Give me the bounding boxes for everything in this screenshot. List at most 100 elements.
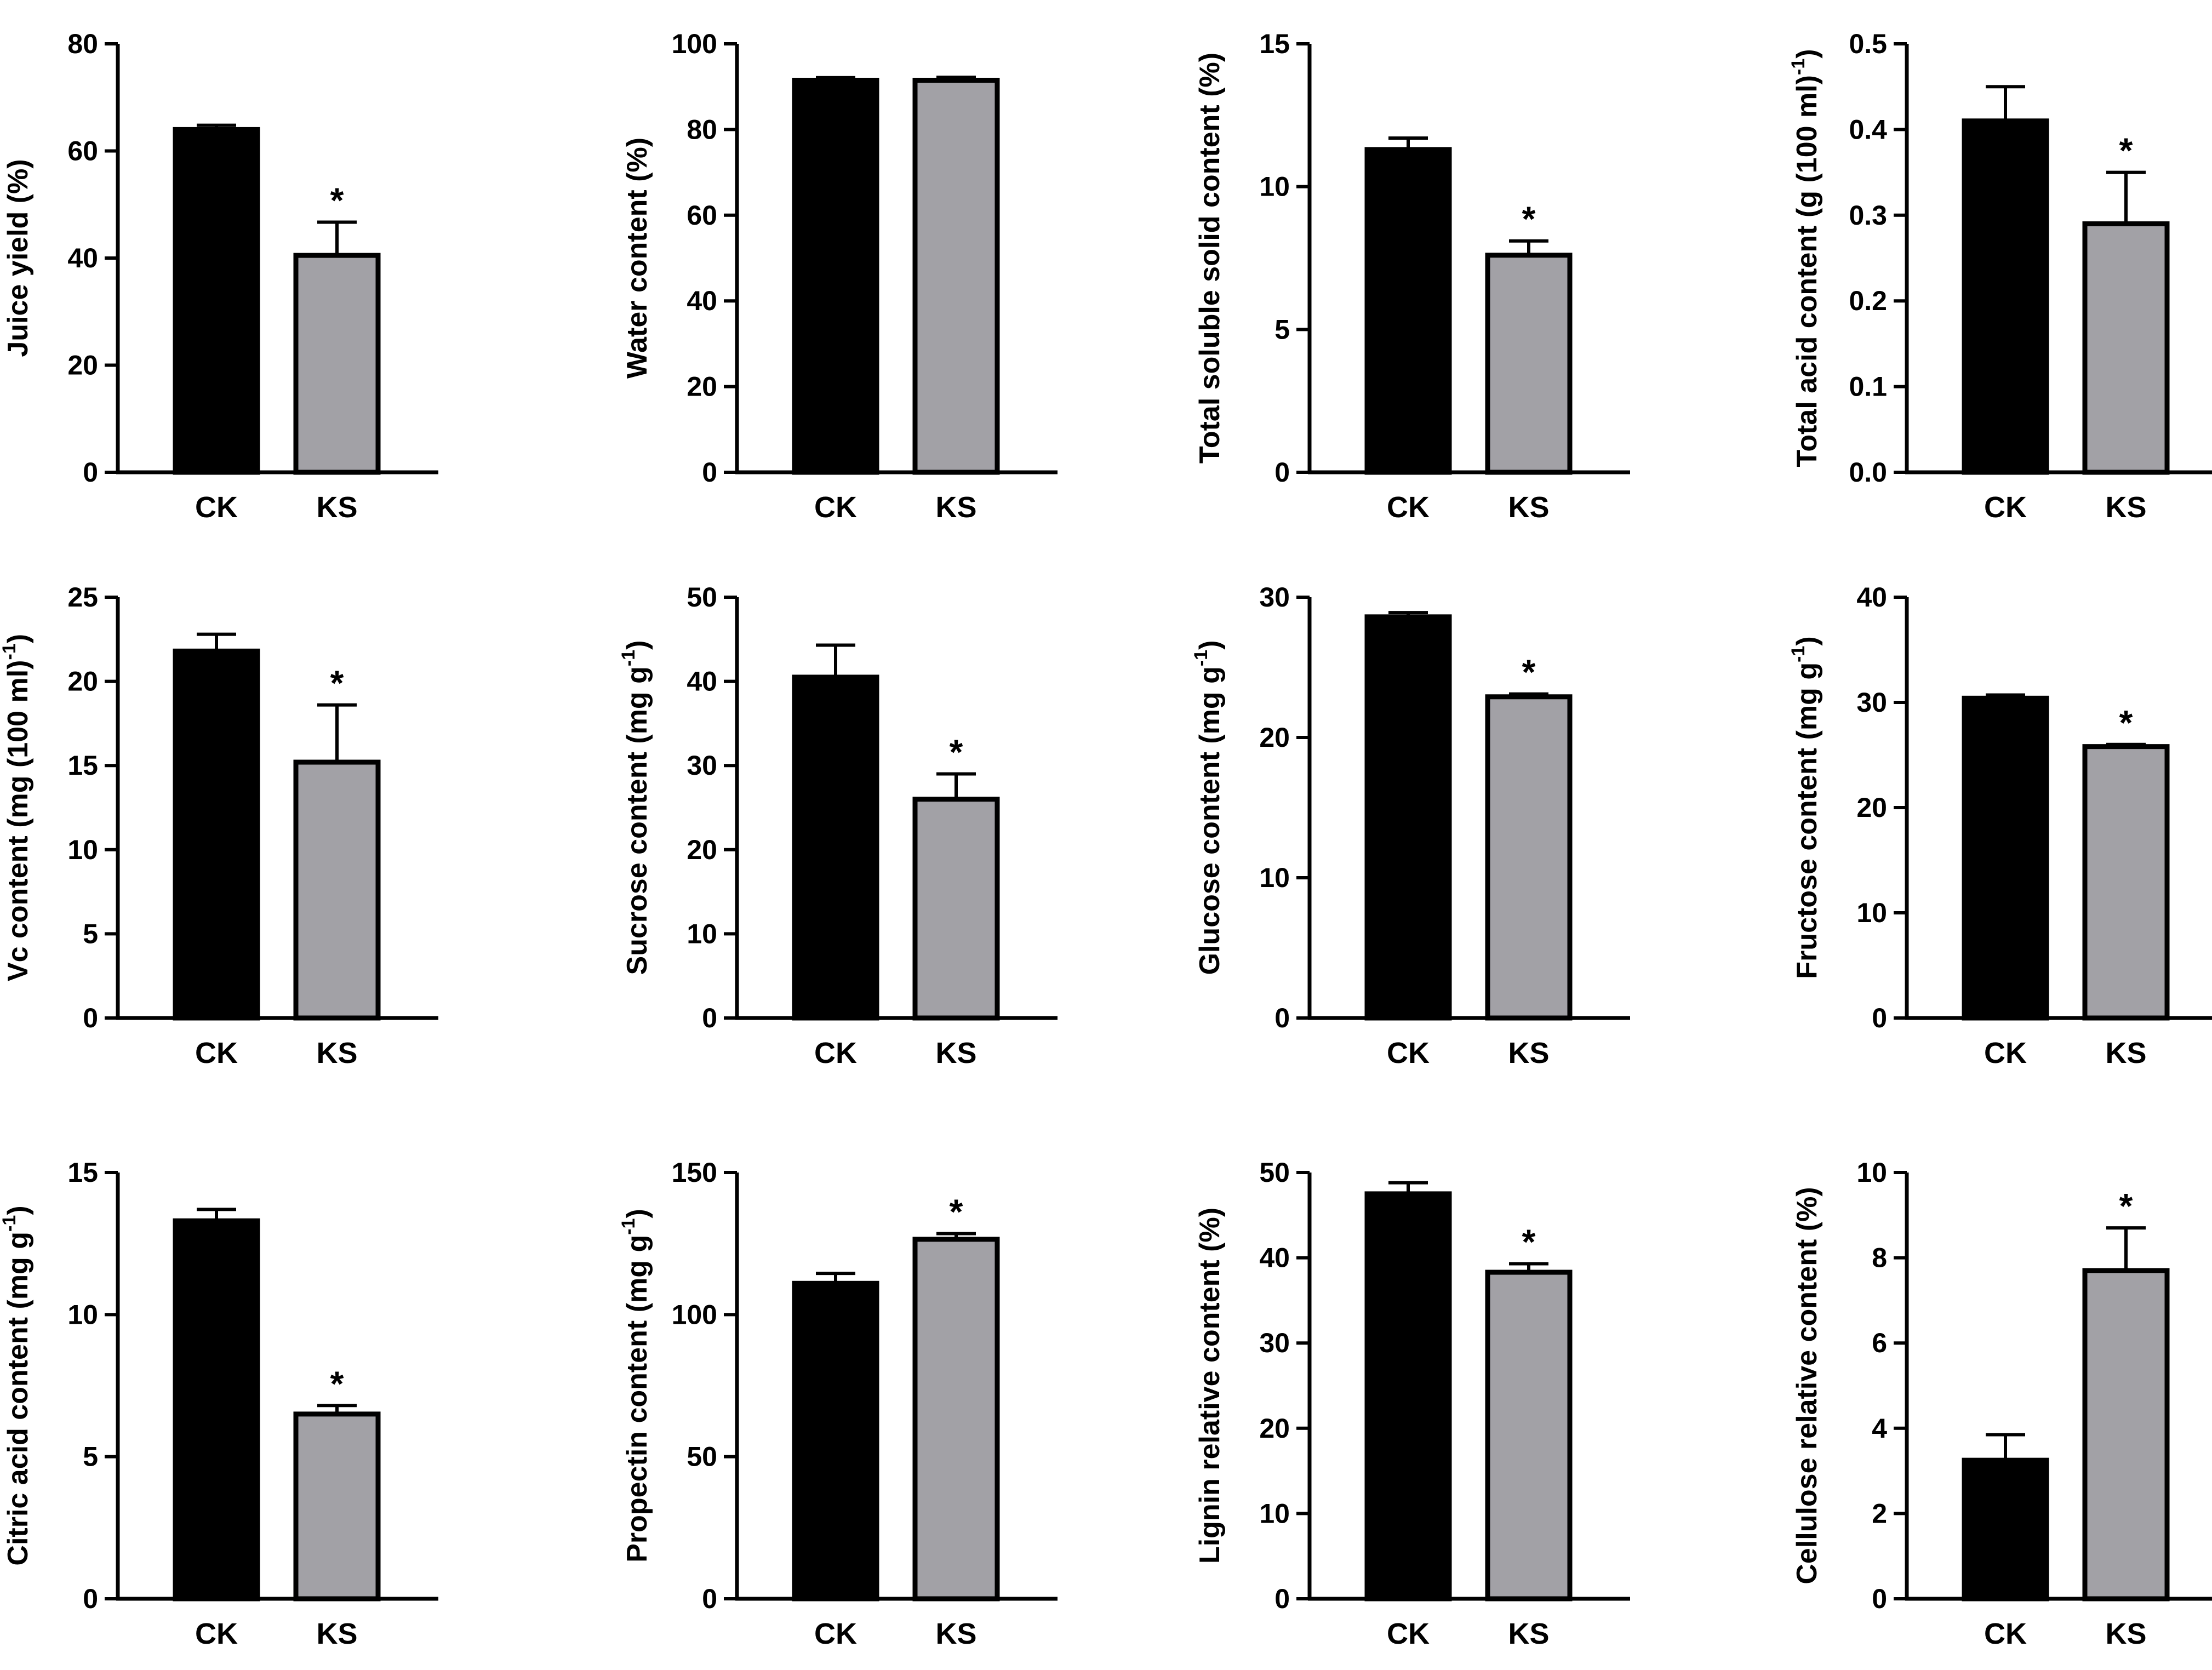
significance-mark: * [1522, 653, 1536, 692]
bar-ks [1485, 1269, 1573, 1602]
y-tick-label: 10 [1259, 862, 1290, 893]
x-category-label: CK [814, 1617, 857, 1650]
bar-ks [2082, 221, 2170, 475]
bar-ks [912, 797, 1000, 1021]
y-tick-label: 5 [1274, 314, 1290, 345]
y-tick-label: 0 [83, 1583, 98, 1614]
x-category-label: KS [1508, 491, 1549, 524]
y-axis-title: Lignin relative content (%) [1194, 1208, 1226, 1564]
chart-5: 0 5 10 15 20 25 CK * KS Vc content (mg (100 ml)-1… [0, 582, 438, 1070]
y-tick-label: 30 [1259, 1328, 1290, 1358]
y-tick-label: 0 [1274, 1003, 1290, 1033]
y-tick-label: 30 [687, 750, 717, 781]
y-tick-label: 50 [687, 582, 717, 613]
x-category-label: CK [195, 1037, 238, 1070]
y-tick-label: 0 [1274, 1583, 1290, 1614]
y-tick-label: 8 [1872, 1243, 1887, 1273]
y-tick-label: 50 [1259, 1157, 1290, 1188]
y-tick-label: 20 [687, 834, 717, 865]
chart-12: 0 2 4 6 8 10 CK * KS Cellulose relative content (… [1791, 1157, 2212, 1650]
x-category-label: CK [195, 1617, 238, 1650]
y-tick-label: 100 [672, 28, 717, 59]
x-category-label: KS [316, 1037, 357, 1070]
bar-ck [792, 1280, 879, 1602]
x-category-label: KS [2105, 1037, 2146, 1070]
significance-mark: * [2119, 131, 2133, 170]
y-tick-label: 0.5 [1849, 28, 1887, 59]
bar-ks [293, 1411, 381, 1602]
chart-4: 0.0 0.1 0.2 0.3 0.4 0.5 CK * KS Total acid conten… [1788, 28, 2212, 524]
y-tick-label: 0 [702, 1003, 717, 1033]
bar-ks [912, 77, 1000, 475]
significance-mark: * [330, 664, 344, 703]
y-tick-label: 0.1 [1849, 371, 1887, 402]
y-tick-label: 0 [1274, 457, 1290, 488]
x-category-label: CK [195, 491, 238, 524]
x-category-label: CK [1387, 1617, 1430, 1650]
chart-6: 0 10 20 30 40 50 CK * KS Sucrose content (mg g-1) [618, 582, 1058, 1070]
y-tick-label: 60 [67, 136, 98, 167]
y-tick-label: 40 [687, 666, 717, 697]
y-tick-label: 15 [1259, 28, 1290, 59]
x-category-label: KS [316, 1617, 357, 1650]
x-category-label: CK [1984, 1617, 2027, 1650]
y-tick-label: 0.0 [1849, 457, 1887, 488]
y-tick-label: 10 [67, 1299, 98, 1330]
bar-ck [1364, 614, 1452, 1021]
bar-ck [173, 127, 260, 475]
x-category-label: KS [935, 491, 976, 524]
y-tick-label: 40 [67, 243, 98, 273]
bar-ks [2082, 1268, 2170, 1602]
y-tick-label: 20 [687, 371, 717, 402]
y-tick-label: 30 [1856, 687, 1887, 718]
bar-ck [792, 77, 879, 475]
chart-3: 0 5 10 15 CK * KS Total soluble solid content (… [1194, 28, 1630, 524]
y-tick-label: 150 [672, 1157, 717, 1188]
y-tick-label: 40 [687, 285, 717, 316]
bar-ks [1485, 253, 1573, 475]
y-tick-label: 20 [1259, 1413, 1290, 1444]
y-tick-label: 20 [1856, 792, 1887, 823]
y-tick-label: 2 [1872, 1498, 1887, 1529]
x-category-label: CK [1984, 1037, 2027, 1070]
y-axis-title: Sucrose content (mg g-1) [618, 640, 653, 975]
significance-mark: * [2119, 1186, 2133, 1226]
y-tick-label: 0 [83, 457, 98, 488]
y-tick-label: 30 [1259, 582, 1290, 613]
chart-11: 0 10 20 30 40 50 CK * KS Lignin relative content … [1194, 1157, 1630, 1650]
significance-mark: * [330, 1364, 344, 1403]
bar-ks [2082, 744, 2170, 1021]
y-axis-title: Juice yield (%) [2, 159, 34, 357]
y-axis-title: Fructose content (mg g-1) [1788, 636, 1823, 979]
y-tick-label: 80 [687, 114, 717, 145]
bar-ck [173, 1218, 260, 1602]
x-category-label: CK [1387, 1037, 1430, 1070]
y-tick-label: 10 [687, 918, 717, 949]
chart-2: 0 20 40 60 80 100 CK KS Water content (%) [621, 28, 1058, 524]
significance-mark: * [1522, 199, 1536, 239]
y-tick-label: 40 [1856, 582, 1887, 613]
bar-ck [1962, 1457, 2049, 1602]
y-tick-label: 6 [1872, 1328, 1887, 1358]
x-category-label: KS [1508, 1617, 1549, 1650]
significance-mark: * [330, 181, 344, 220]
x-category-label: CK [814, 1037, 857, 1070]
significance-mark: * [950, 733, 963, 772]
significance-mark: * [950, 1192, 963, 1232]
bar-ck [1962, 695, 2049, 1021]
y-tick-label: 20 [1259, 722, 1290, 753]
chart-1: 0 20 40 60 80 CK * KS Juice yield (%) [2, 28, 438, 524]
y-tick-label: 0.4 [1849, 114, 1887, 145]
y-tick-label: 50 [687, 1442, 717, 1472]
bar-ks [293, 253, 381, 475]
x-category-label: KS [2105, 491, 2146, 524]
significance-mark: * [2119, 703, 2133, 742]
bar-ks [1485, 694, 1573, 1021]
x-category-label: KS [1508, 1037, 1549, 1070]
y-axis-title: Total acid content (g (100 ml)-1) [1788, 49, 1823, 467]
chart-10: 0 50 100 150 CK * KS Propectin content (mg g-1) [618, 1157, 1058, 1650]
x-category-label: KS [316, 491, 357, 524]
y-axis-title: Total soluble solid content (%) [1194, 53, 1226, 464]
y-axis-title: Water content (%) [621, 138, 653, 379]
